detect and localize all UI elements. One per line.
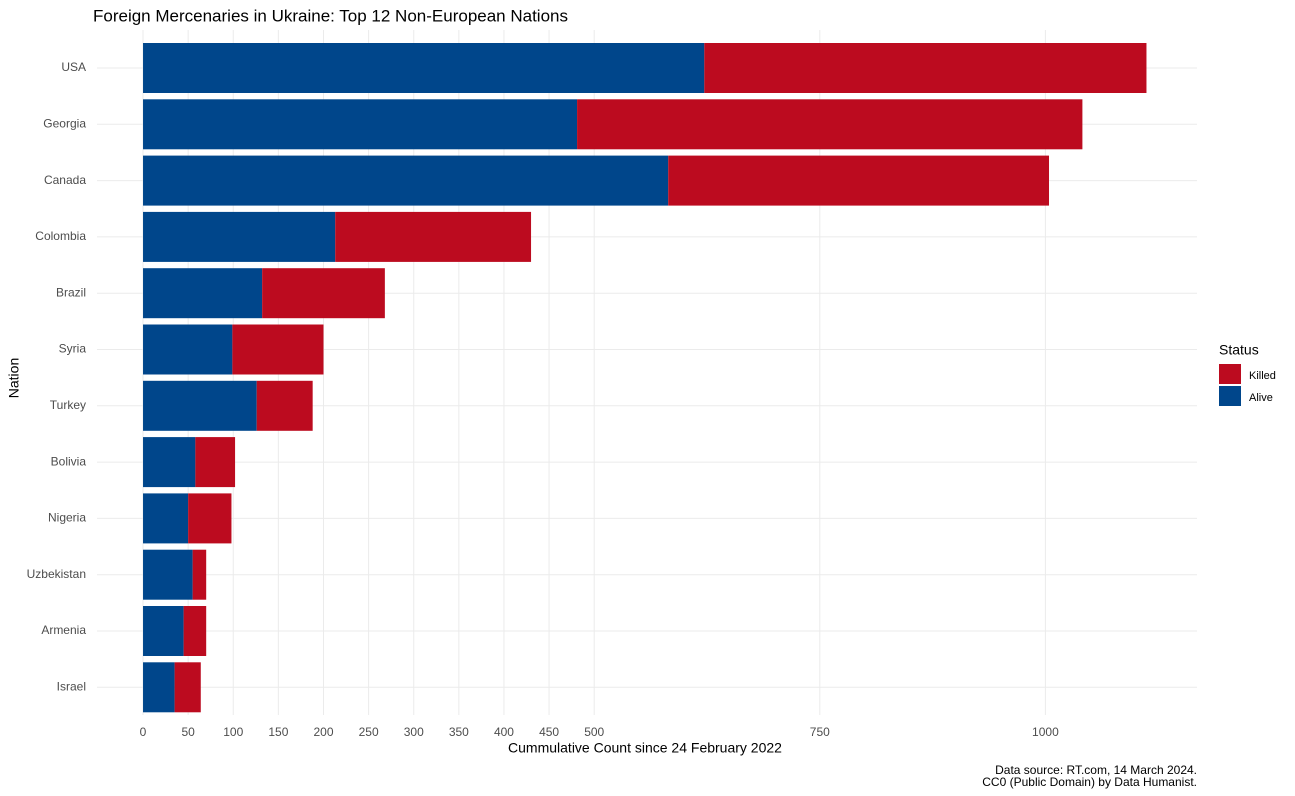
bar-segment <box>143 324 233 375</box>
y-tick-label: Israel <box>57 679 86 693</box>
bar-segment <box>143 662 175 713</box>
y-tick-label: Bolivia <box>51 454 87 468</box>
x-tick-label: 100 <box>223 725 243 739</box>
bar-segment <box>143 493 189 544</box>
x-tick-label: 200 <box>313 725 333 739</box>
y-tick-label: Armenia <box>41 623 86 637</box>
x-tick-label: 500 <box>584 725 604 739</box>
chart-title: Foreign Mercenaries in Ukraine: Top 12 N… <box>93 6 568 25</box>
bar-segment <box>335 211 532 262</box>
bar-segment <box>192 549 207 600</box>
bar-segment <box>183 606 207 656</box>
legend-label: Alive <box>1249 392 1273 404</box>
y-tick-label: Nigeria <box>48 511 86 525</box>
bar-segment <box>174 662 201 713</box>
bar-segment <box>143 380 257 431</box>
bar-segment <box>668 155 1050 206</box>
bar-segment <box>143 211 336 262</box>
x-tick-label: 250 <box>359 725 379 739</box>
bar-segment <box>143 606 184 656</box>
bar-segment <box>143 99 578 150</box>
legend-title: Status <box>1219 342 1259 358</box>
caption: Data source: RT.com, 14 March 2024. <box>995 763 1197 777</box>
bar-segment <box>704 43 1147 93</box>
bar-segment <box>143 437 196 488</box>
x-tick-label: 750 <box>810 725 830 739</box>
bar-segment <box>256 380 313 431</box>
y-tick-label: Uzbekistan <box>27 567 86 581</box>
x-tick-label: 400 <box>494 725 514 739</box>
y-tick-label: USA <box>61 60 86 74</box>
y-tick-label: Colombia <box>35 229 86 243</box>
x-tick-label: 0 <box>140 725 147 739</box>
caption: CC0 (Public Domain) by Data Humanist. <box>982 775 1197 789</box>
x-tick-label: 1000 <box>1032 725 1059 739</box>
bar-segment <box>188 493 232 544</box>
bar-segment <box>143 155 669 206</box>
bar-segment <box>143 43 705 93</box>
bar-segment <box>143 268 263 319</box>
y-tick-label: Canada <box>44 173 86 187</box>
bar-segment <box>232 324 324 375</box>
y-tick-label: Turkey <box>50 398 86 412</box>
bar-segment <box>262 268 385 319</box>
x-tick-label: 350 <box>449 725 469 739</box>
bar-segment <box>195 437 236 488</box>
legend-label: Killed <box>1249 370 1276 382</box>
y-tick-label: Syria <box>59 342 87 356</box>
legend-swatch <box>1219 386 1241 406</box>
bar-segment <box>577 99 1083 150</box>
y-tick-label: Georgia <box>43 116 86 130</box>
x-tick-label: 300 <box>404 725 424 739</box>
y-axis-title: Nation <box>6 358 22 398</box>
y-tick-label: Brazil <box>56 285 86 299</box>
legend-swatch <box>1219 364 1241 384</box>
x-tick-label: 50 <box>181 725 195 739</box>
x-tick-label: 150 <box>268 725 288 739</box>
x-axis-title: Cummulative Count since 24 February 2022 <box>508 740 782 756</box>
x-tick-label: 450 <box>539 725 559 739</box>
bar-segment <box>143 549 193 600</box>
